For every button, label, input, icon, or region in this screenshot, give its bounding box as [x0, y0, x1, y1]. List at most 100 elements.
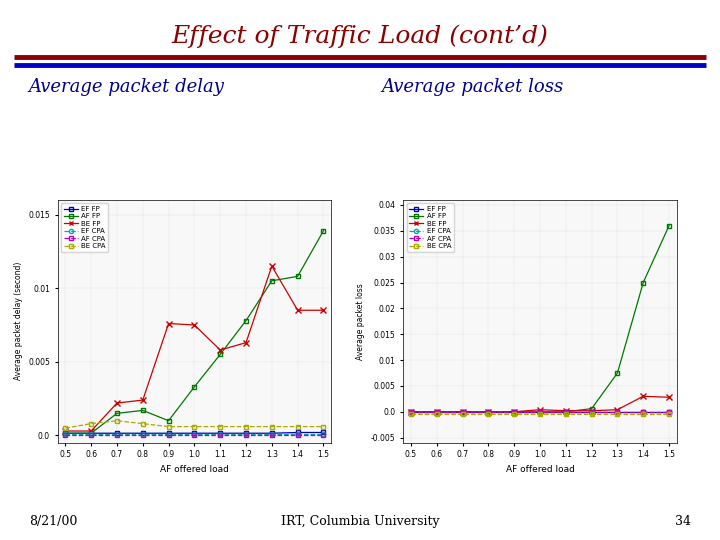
EF FP — [112, 430, 121, 436]
AF FP — [190, 383, 199, 390]
EF FP — [458, 409, 467, 415]
EF FP — [242, 430, 251, 436]
EF FP — [562, 409, 570, 415]
AF FP — [665, 222, 673, 229]
AF CPA — [510, 409, 518, 415]
EF CPA — [588, 409, 596, 415]
Line: EF CPA: EF CPA — [63, 432, 325, 436]
AF CPA — [665, 409, 673, 415]
AF FP — [510, 409, 518, 415]
AF CPA — [216, 431, 225, 438]
AF FP — [293, 273, 302, 280]
BE CPA — [458, 411, 467, 417]
AF CPA — [433, 409, 441, 415]
AF FP — [242, 318, 251, 324]
EF CPA — [112, 431, 121, 437]
EF FP — [216, 430, 225, 436]
EF CPA — [190, 431, 199, 437]
Text: 8/21/00: 8/21/00 — [29, 515, 77, 528]
AF CPA — [407, 409, 415, 415]
BE CPA — [562, 411, 570, 417]
AF CPA — [588, 409, 596, 415]
BE FP — [61, 428, 70, 434]
AF FP — [138, 407, 147, 414]
AF CPA — [268, 431, 276, 438]
EF CPA — [268, 431, 276, 437]
BE FP — [510, 409, 518, 415]
BE CPA — [319, 423, 328, 430]
BE FP — [588, 408, 596, 414]
Line: BE CPA: BE CPA — [63, 418, 325, 430]
EF CPA — [407, 409, 415, 415]
AF CPA — [484, 409, 492, 415]
Line: EF CPA: EF CPA — [409, 410, 671, 414]
AF FP — [562, 409, 570, 415]
BE CPA — [216, 423, 225, 430]
AF FP — [164, 417, 173, 424]
BE CPA — [61, 425, 70, 431]
BE FP — [536, 407, 544, 413]
EF FP — [639, 409, 647, 415]
BE CPA — [639, 411, 647, 417]
AF FP — [216, 351, 225, 357]
EF FP — [407, 409, 415, 415]
EF CPA — [665, 409, 673, 415]
Line: AF FP: AF FP — [409, 224, 671, 414]
Text: Effect of Traffic Load (cont’d): Effect of Traffic Load (cont’d) — [171, 24, 549, 48]
EF CPA — [293, 431, 302, 437]
BE CPA — [138, 421, 147, 427]
BE CPA — [190, 423, 199, 430]
Line: EF FP: EF FP — [63, 430, 325, 435]
Line: BE FP: BE FP — [408, 394, 672, 415]
BE FP — [190, 322, 199, 328]
EF FP — [87, 430, 96, 436]
EF CPA — [510, 409, 518, 415]
AF FP — [433, 409, 441, 415]
BE CPA — [433, 411, 441, 417]
Y-axis label: Average packet delay (second): Average packet delay (second) — [14, 262, 22, 381]
Text: Average packet delay: Average packet delay — [29, 78, 225, 96]
BE CPA — [536, 411, 544, 417]
EF FP — [536, 409, 544, 415]
BE FP — [458, 409, 467, 415]
AF FP — [319, 227, 328, 234]
EF FP — [190, 430, 199, 436]
EF FP — [484, 409, 492, 415]
EF FP — [433, 409, 441, 415]
AF FP — [458, 409, 467, 415]
BE CPA — [613, 411, 622, 417]
EF CPA — [536, 409, 544, 415]
Text: IRT, Columbia University: IRT, Columbia University — [281, 515, 439, 528]
BE FP — [164, 320, 173, 327]
EF CPA — [87, 431, 96, 437]
BE CPA — [87, 421, 96, 427]
BE CPA — [268, 423, 276, 430]
EF CPA — [613, 409, 622, 415]
AF CPA — [164, 431, 173, 438]
AF FP — [588, 406, 596, 412]
BE FP — [319, 307, 328, 314]
EF CPA — [216, 431, 225, 437]
EF CPA — [639, 409, 647, 415]
AF CPA — [319, 431, 328, 438]
AF CPA — [242, 431, 251, 438]
Line: AF CPA: AF CPA — [409, 410, 671, 414]
BE CPA — [588, 411, 596, 417]
EF FP — [164, 430, 173, 436]
EF FP — [293, 429, 302, 436]
EF CPA — [484, 409, 492, 415]
AF FP — [536, 409, 544, 415]
AF FP — [407, 409, 415, 415]
BE CPA — [484, 411, 492, 417]
EF CPA — [562, 409, 570, 415]
EF FP — [138, 430, 147, 436]
BE FP — [562, 408, 570, 414]
BE FP — [268, 263, 276, 269]
BE FP — [639, 393, 647, 400]
AF CPA — [190, 431, 199, 438]
Y-axis label: Average packet loss: Average packet loss — [356, 283, 365, 360]
Text: Average packet loss: Average packet loss — [382, 78, 564, 96]
EF FP — [268, 430, 276, 436]
Legend: EF FP, AF FP, BE FP, EF CPA, AF CPA, BE CPA: EF FP, AF FP, BE FP, EF CPA, AF CPA, BE … — [407, 203, 454, 252]
Line: BE CPA: BE CPA — [409, 412, 671, 416]
